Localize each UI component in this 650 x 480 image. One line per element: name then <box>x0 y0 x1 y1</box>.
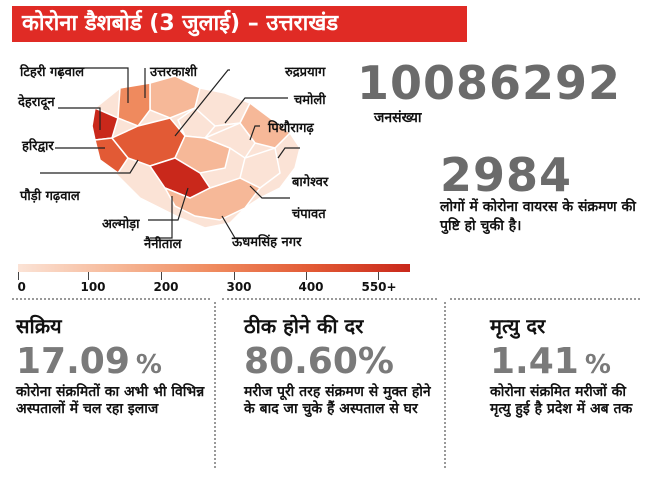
scale-tick-label: 200 <box>153 280 179 294</box>
uttarakhand-map: टिहरी गढ़वाल उत्तरकाशी रुद्रप्रयाग देहरा… <box>0 48 420 263</box>
stat-title: ठीक होने की दर <box>244 314 364 338</box>
dashboard-title: कोरोना डैशबोर्ड (3 जुलाई) – उत्तराखंड <box>12 6 467 42</box>
scale-tick <box>378 272 379 280</box>
stat-description: मरीज पूरी तरह संक्रमण से मुक्त होने के ब… <box>244 384 431 417</box>
district-map-graphic <box>40 67 301 239</box>
district-usnagar <box>163 177 262 221</box>
stat-title: मृत्यु दर <box>490 314 546 338</box>
divider-line <box>12 298 210 300</box>
label-chamoli: चमोली <box>294 93 326 108</box>
scale-tick <box>161 272 162 280</box>
divider-line <box>450 298 640 300</box>
stat-value: 80.60% <box>244 341 394 382</box>
population-value: 10086292 <box>357 56 622 110</box>
label-dehradun: देहरादून <box>18 95 55 110</box>
label-champawat: चंपावत <box>292 207 326 222</box>
stat-death-rate: मृत्यु दर 1.41% कोरोना संक्रमित मरीजों क… <box>490 304 640 472</box>
stat-active: सक्रिय 17.09% कोरोना संक्रमितों का अभी भ… <box>16 304 210 472</box>
label-nainital: नैनीताल <box>144 237 182 252</box>
scale-tick <box>88 272 89 280</box>
label-tehri: टिहरी गढ़वाल <box>20 65 85 80</box>
scale-tick-label: 100 <box>80 280 106 294</box>
label-haridwar: हरिद्वार <box>22 139 54 154</box>
scale-tick <box>306 272 307 280</box>
label-almora: अल्मोड़ा <box>102 217 140 232</box>
scale-tick-label: 300 <box>226 280 252 294</box>
scale-ticks: 0 100 200 300 400 550+ <box>17 272 410 294</box>
stat-value: 17.09% <box>16 341 162 382</box>
divider-line <box>214 302 216 468</box>
scale-tick-label: 400 <box>298 280 324 294</box>
label-pithoragarh: पिथौरागढ़ <box>268 121 314 136</box>
scale-tick <box>18 272 19 280</box>
district-haridwar <box>94 137 129 175</box>
color-scale: 0 100 200 300 400 550+ <box>17 264 410 294</box>
scale-tick-label: 550+ <box>361 280 397 294</box>
stat-description: कोरोना संक्रमितों का अभी भी विभिन्न अस्प… <box>16 384 205 417</box>
stat-value: 1.41% <box>490 341 611 382</box>
label-pauri: पौड़ी गढ़वाल <box>20 189 80 204</box>
color-scale-bar <box>18 264 410 272</box>
scale-tick-label: 0 <box>17 280 26 294</box>
stat-description: कोरोना संक्रमित मरीजों की मृत्यु हुई है … <box>490 384 633 417</box>
stat-title: सक्रिय <box>16 314 62 338</box>
scale-tick <box>234 272 235 280</box>
label-bageshwar: बागेश्वर <box>292 175 329 190</box>
stat-recovery-rate: ठीक होने की दर 80.60% मरीज पूरी तरह संक्… <box>244 304 440 472</box>
label-usnagar: ऊधमसिंह नगर <box>232 235 302 250</box>
district-bageshwar <box>203 122 256 160</box>
label-rudraprayag: रुद्रप्रयाग <box>285 65 326 80</box>
confirmed-text: लोगों में कोरोना वायरस के संक्रमण की पुष… <box>440 199 636 234</box>
label-uttarkashi: उत्तरकाशी <box>150 65 197 80</box>
population-label: जनसंख्या <box>374 110 422 126</box>
divider-line <box>444 302 446 468</box>
divider-line <box>222 298 437 300</box>
confirmed-value: 2984 <box>440 148 573 202</box>
district-champawat <box>239 147 281 189</box>
